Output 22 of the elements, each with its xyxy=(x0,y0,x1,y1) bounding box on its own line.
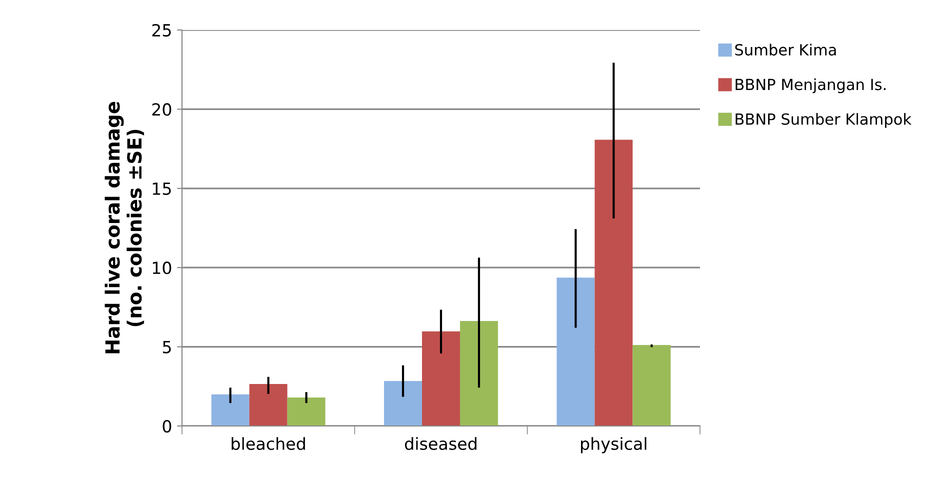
y-tick-label: 25 xyxy=(152,24,171,37)
x-tick-label: diseased xyxy=(404,437,476,450)
x-tick-label: physical xyxy=(581,437,646,454)
bar xyxy=(556,278,595,426)
legend-label: Sumber Kima xyxy=(735,44,836,56)
bar xyxy=(460,320,498,426)
legend-label: BBNP Sumber Klampok xyxy=(736,113,912,128)
y-axis-title: Hard live coral damage (no. colonies ±SE) xyxy=(104,102,144,354)
bar xyxy=(594,140,633,426)
x-tick-label: bleached xyxy=(232,437,305,450)
bar xyxy=(211,394,250,426)
y-tick-label: 10 xyxy=(152,262,172,274)
bar xyxy=(422,331,460,426)
y-tick-label: 20 xyxy=(152,103,172,116)
bar xyxy=(384,381,422,426)
y-tick-label: 0 xyxy=(162,420,172,433)
bar xyxy=(249,384,288,426)
y-tick-label: 15 xyxy=(152,182,171,195)
y-tick-label: 5 xyxy=(162,340,171,354)
bar xyxy=(632,345,671,426)
bar xyxy=(287,397,326,426)
legend-label: BBNP Menjangan Is. xyxy=(736,78,886,94)
